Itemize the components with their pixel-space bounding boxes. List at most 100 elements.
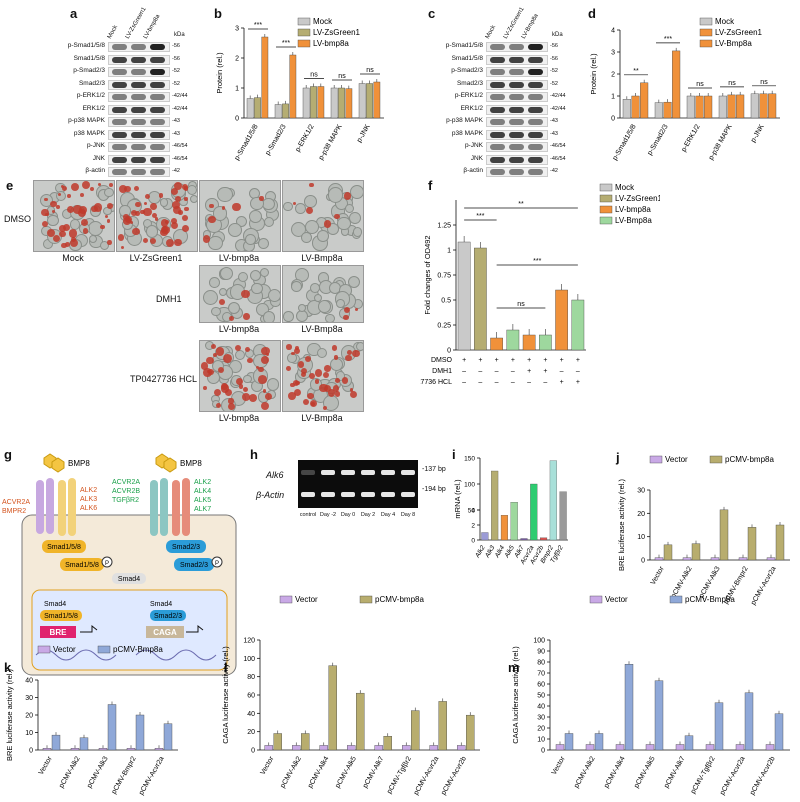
ligand-left-label: BMP8: [68, 459, 90, 468]
bar: [500, 515, 508, 541]
y-tick-label: 0.5: [441, 298, 451, 305]
lipid-droplet: [46, 229, 55, 238]
x-tick-label: p-Smad1/5/8: [612, 123, 638, 161]
legend-label: Vector: [295, 595, 318, 604]
bar: [345, 88, 353, 119]
blot-band: [131, 69, 146, 75]
lipid-droplet: [79, 206, 88, 215]
receptor-label: ACVR2B: [112, 488, 140, 495]
lipid-droplet: [63, 224, 71, 232]
y-tick-label: 80: [537, 660, 545, 667]
y-tick-label: 0: [251, 748, 255, 755]
y-axis-label: CAGA luciferase activity (rel.): [221, 646, 230, 744]
lipid-droplet: [343, 192, 352, 200]
blot-band: [528, 131, 543, 138]
micrograph-dmso-mock: [33, 180, 115, 252]
blot-row-label: p-p38 MAPK: [68, 117, 105, 124]
lipid-droplet: [120, 245, 125, 250]
y-tick-label: 1: [235, 86, 239, 93]
y-axis-label: CAGA luciferase activity (rel.): [511, 646, 520, 744]
cell-shape: [227, 301, 240, 315]
lipid-droplet: [107, 240, 112, 246]
legend-swatch: [37, 645, 51, 654]
cell-shape: [297, 303, 306, 313]
y-tick-label: 70: [537, 671, 545, 678]
receptor-label: ALK2: [194, 479, 211, 486]
x-tick-label: pCMV-Alk4: [307, 755, 331, 789]
y-tick-label: 150: [464, 456, 475, 463]
x-tick-label: p-ERK1/2: [680, 123, 701, 153]
bar: [402, 745, 411, 751]
blot-row-label: JNK: [92, 154, 105, 162]
x-tick-label: p-JNK: [750, 123, 766, 144]
lipid-droplet: [131, 210, 137, 217]
lipid-droplet: [218, 299, 225, 306]
blot-band: [490, 81, 505, 88]
blot-row: p-ERK1/2 -42/44: [455, 90, 566, 102]
y-tick-label: 50: [537, 693, 545, 700]
blot-row: p-ERK1/2 -42/44: [77, 90, 188, 102]
condition-mark: –: [527, 379, 531, 386]
lipid-droplet: [208, 369, 215, 376]
lipid-droplet: [106, 219, 111, 223]
blot-kda: -43: [172, 118, 180, 124]
bar: [675, 744, 685, 751]
blot-band-strip: [486, 79, 548, 90]
blot-row: p-p38 MAPK -43: [446, 115, 558, 127]
smad158-p-label: Smad1/5/8: [65, 562, 99, 569]
y-tick-label: 4: [611, 28, 615, 35]
bar: [264, 745, 273, 751]
blot-band: [112, 169, 127, 175]
blot-band: [150, 69, 165, 75]
blot-kda: -43: [172, 130, 180, 137]
x-tick-label: pCMV-Alk3: [86, 755, 110, 789]
x-tick-label: Alk5: [503, 544, 516, 560]
y-tick-label: 0: [29, 748, 33, 755]
significance-label: ns: [338, 73, 346, 80]
lipid-droplet: [133, 186, 139, 192]
cell-shape: [296, 310, 309, 322]
blot-band: [490, 156, 505, 163]
significance-label: ns: [760, 79, 768, 86]
bar: [457, 745, 466, 751]
panel-e-letter: e: [6, 178, 14, 193]
blot-row-label: Smad2/3: [78, 79, 105, 87]
blot-band: [490, 69, 505, 75]
legend-label: Vector: [665, 455, 688, 464]
lipid-droplet: [66, 205, 75, 214]
y-tick-label: 1: [447, 248, 451, 255]
bar: [457, 241, 471, 351]
bar: [107, 704, 117, 751]
receptor-label: ALK3: [80, 496, 97, 503]
significance-label: ***: [476, 213, 484, 220]
blot-band-strip: [108, 167, 170, 177]
blot-band: [112, 156, 127, 163]
lipid-droplet: [82, 228, 89, 235]
bar: [686, 95, 695, 119]
cell-shape: [88, 234, 98, 244]
chart-d: 0 1 2 3 4 Protein (rel.) p-Smad1/5/8 ** p-Smad2/…: [589, 17, 780, 162]
blot-row: p-Smad2/3 -52: [451, 65, 558, 77]
ligand-right-label: BMP8: [180, 459, 202, 468]
cell-shape: [335, 371, 345, 381]
y-tick-label: 2: [235, 56, 239, 63]
lipid-droplet: [202, 235, 211, 243]
x-tick-label: Vector: [551, 755, 567, 776]
lipid-droplet: [309, 399, 317, 407]
smad23-nuc-label: Smad2/3: [154, 613, 182, 620]
lipid-droplet: [125, 216, 133, 223]
cell-shape: [219, 266, 234, 280]
blot-band: [509, 131, 524, 138]
y-tick-label: 30: [637, 488, 645, 495]
lipid-droplet: [184, 206, 189, 211]
lipid-droplet: [260, 401, 270, 410]
lipid-droplet: [59, 225, 66, 233]
lipid-droplet: [343, 314, 349, 321]
lipid-droplet: [56, 205, 61, 210]
blot-band: [131, 156, 146, 163]
legend-label: LV-Bmp8a: [715, 39, 752, 48]
legend-swatch: [297, 17, 311, 26]
x-tick-label: pCMV-Alk2: [279, 755, 303, 789]
legend-label: Mock: [615, 183, 635, 192]
lipid-droplet: [286, 344, 292, 350]
